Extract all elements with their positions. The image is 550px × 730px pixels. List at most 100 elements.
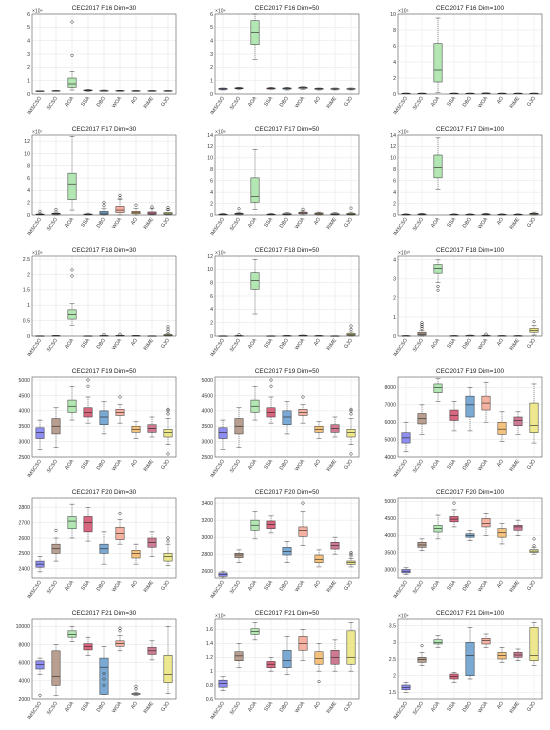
x-tick-label: WOA (477, 458, 489, 472)
chart-title: CEC2017 F17 Dim=100 (436, 126, 504, 133)
y-tick-label: 2 (393, 296, 396, 302)
x-tick-label: GJO (343, 580, 354, 592)
outlier-point (54, 207, 58, 212)
box-gjo (346, 324, 356, 337)
box-rime (147, 640, 157, 661)
box-rime (330, 212, 340, 216)
x-tick-label: AOA (430, 700, 442, 713)
box-iqr (433, 639, 443, 645)
x-tick-label: SCSO (229, 96, 242, 111)
axis-multiplier: ×10⁸ (215, 130, 226, 136)
x-tick-label: IMSCSO (26, 338, 43, 358)
y-tick-label: 2 (210, 65, 213, 71)
box-aoa (250, 13, 260, 60)
chart-panel: CEC2017 F18 Dim=50 ×10⁹ 0 2 4 6 8 10 12 IMSCSO SCS… (187, 244, 363, 362)
box-iqr (250, 177, 260, 203)
box-imscso (218, 676, 228, 691)
x-tick-label: GJO (526, 338, 537, 350)
x-tick-label: RIME (143, 579, 156, 594)
box-iqr (83, 643, 93, 651)
x-tick-label: DBO (96, 701, 107, 714)
box-gjo (529, 92, 539, 95)
y-tick-label: 8 (393, 167, 396, 173)
y-tick-label: 10000 (16, 624, 31, 630)
y-tick-label: 2 (27, 65, 30, 71)
plot-frame (214, 497, 360, 579)
x-tick-label: AO (130, 217, 139, 227)
box-rime (330, 536, 340, 555)
box-scso (234, 87, 244, 90)
box-imscso (401, 682, 411, 693)
outlier-point (301, 207, 305, 211)
x-tick-label: RIME (143, 337, 156, 352)
box-ao (497, 523, 507, 545)
box-aoa (67, 626, 77, 642)
box-imscso (35, 419, 45, 450)
y-tick-label: 3000 (18, 439, 30, 445)
box-dbo (282, 541, 292, 563)
box-scso (51, 90, 61, 92)
box-dbo (465, 530, 475, 541)
box-aoa (250, 622, 260, 641)
box-dbo (465, 334, 475, 337)
box-imscso (218, 570, 228, 579)
y-tick-label: 2700 (18, 520, 30, 526)
box-gjo (346, 550, 356, 568)
x-tick-label: IMSCSO (26, 217, 43, 237)
box-aoa (433, 17, 443, 93)
x-tick-label: AOA (430, 579, 442, 592)
x-tick-label: IMSCSO (392, 580, 409, 600)
y-tick-label: 3 (27, 52, 30, 58)
x-tick-label: IMSCSO (26, 580, 43, 600)
box-ssa (266, 657, 276, 672)
box-aoa (67, 503, 77, 539)
box-iqr (529, 627, 539, 661)
chart-title: CEC2017 F18 Dim=50 (255, 247, 320, 254)
y-tick-label: 8000 (18, 642, 30, 648)
y-tick-label: 1.6 (206, 627, 213, 633)
box-ao (497, 213, 507, 216)
x-tick-label: DBO (279, 580, 290, 593)
x-tick-label: WOA (294, 700, 306, 714)
chart-svg: CEC2017 F21 Dim=50 ×10⁴ 0.6 0.8 1 1.2 1.4 1.6 IM… (206, 610, 360, 721)
x-tick-label: IMSCSO (209, 338, 226, 358)
x-tick-label: DBO (279, 701, 290, 714)
box-woa (298, 207, 308, 216)
outlier-point (166, 206, 170, 210)
y-tick-label: 4000 (384, 533, 396, 539)
chart-panel: CEC2017 F18 Dim=100 ×10¹⁰ 0 1 2 3 4 IMSCSO SCSO A… (370, 244, 546, 362)
outlier-point (70, 268, 74, 272)
x-tick-label: SSA (446, 458, 457, 470)
outlier-point (349, 452, 353, 456)
x-tick-label: IMSCSO (392, 459, 409, 479)
x-tick-label: AOA (64, 458, 76, 471)
x-tick-label: IMSCSO (26, 96, 43, 116)
box-aoa (67, 135, 77, 211)
outlier-point (166, 452, 170, 456)
box-gjo (163, 325, 173, 337)
x-tick-label: IMSCSO (209, 96, 226, 116)
box-rime (147, 90, 157, 92)
x-tick-label: AO (130, 96, 139, 106)
box-scso (51, 644, 61, 696)
x-tick-label: SCSO (412, 701, 425, 716)
x-tick-label: GJO (343, 217, 354, 229)
x-tick-label: GJO (526, 701, 537, 713)
y-tick-label: 2400 (18, 567, 30, 573)
x-tick-label: DBO (462, 96, 473, 109)
x-tick-label: DBO (279, 459, 290, 472)
x-tick-label: IMSCSO (392, 96, 409, 116)
y-tick-label: 2600 (201, 569, 213, 575)
y-tick-label: 0.6 (206, 697, 213, 703)
box-ao (314, 549, 324, 568)
x-tick-label: DBO (279, 338, 290, 351)
chart-svg: CEC2017 F19 Dim=50 2500 3000 3500 4000 4500 50… (18, 368, 177, 479)
outlier-point (38, 693, 42, 697)
y-tick-label: 2.5 (389, 657, 396, 663)
x-tick-label: SCSO (229, 338, 242, 353)
plot-frame (214, 376, 360, 458)
box-ao (131, 421, 141, 439)
x-tick-label: DBO (462, 217, 473, 230)
y-tick-label: 2.5 (23, 257, 30, 263)
x-tick-label: SSA (263, 216, 274, 228)
